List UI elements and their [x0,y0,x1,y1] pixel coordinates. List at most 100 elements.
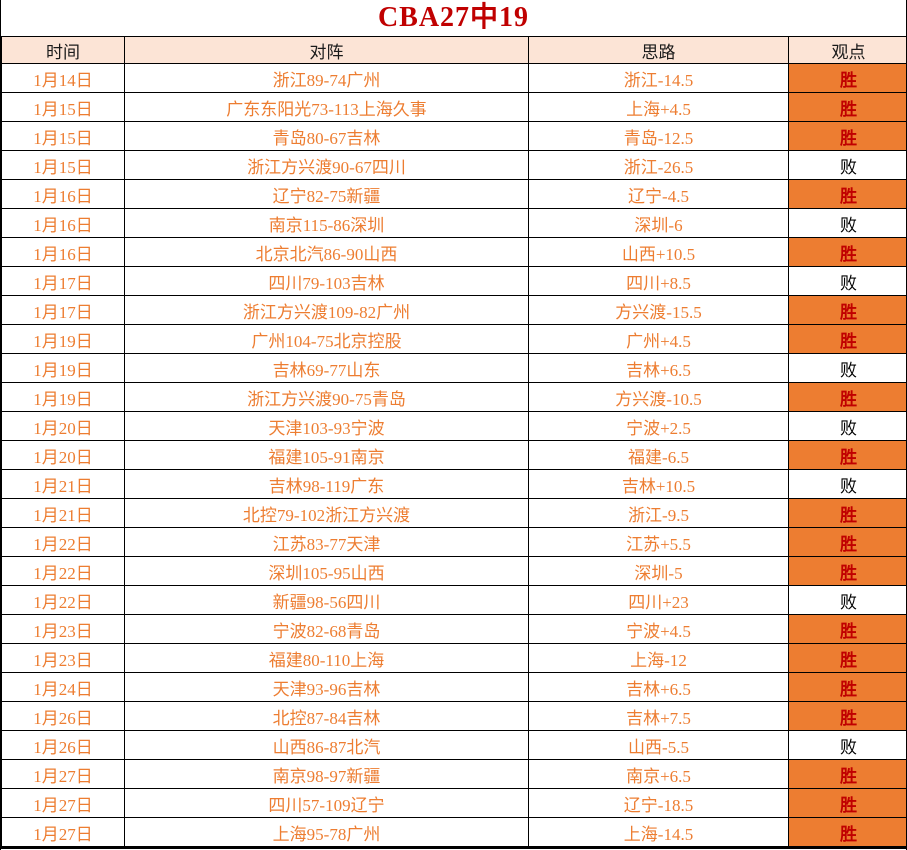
idea-cell: 吉林+10.5 [528,469,789,499]
idea-cell: 山西-5.5 [528,730,789,760]
table-row: 1月21日 吉林98-119广东 吉林+10.5 败 [1,469,906,499]
result-cell: 败 [788,353,906,383]
date-cell: 1月17日 [1,295,125,325]
result-cell: 胜 [788,556,906,586]
date-cell: 1月22日 [1,585,125,615]
table-row: 1月16日 辽宁82-75新疆 辽宁-4.5 胜 [1,179,906,209]
result-cell: 胜 [788,324,906,354]
idea-cell: 南京+6.5 [528,759,789,789]
result-cell: 胜 [788,440,906,470]
date-cell: 1月27日 [1,817,125,847]
page-title: CBA27中19 [1,0,906,36]
idea-cell: 吉林+6.5 [528,672,789,702]
idea-cell: 上海+4.5 [528,92,789,122]
match-cell: 南京98-97新疆 [124,759,529,789]
table-row: 1月20日 福建105-91南京 福建-6.5 胜 [1,440,906,470]
match-cell: 天津103-93宁波 [124,411,529,441]
result-cell: 胜 [788,382,906,412]
table-row: 1月27日 南京98-97新疆 南京+6.5 胜 [1,759,906,789]
column-header-result: 观点 [788,36,906,64]
idea-cell: 四川+23 [528,585,789,615]
idea-cell: 吉林+6.5 [528,353,789,383]
idea-cell: 江苏+5.5 [528,527,789,557]
result-cell: 胜 [788,295,906,325]
table-row: 1月16日 北京北汽86-90山西 山西+10.5 胜 [1,237,906,267]
table-row: 1月23日 福建80-110上海 上海-12 胜 [1,643,906,673]
result-cell: 胜 [788,92,906,122]
result-cell: 胜 [788,63,906,93]
date-cell: 1月24日 [1,672,125,702]
table-row: 1月23日 宁波82-68青岛 宁波+4.5 胜 [1,614,906,644]
date-cell: 1月20日 [1,440,125,470]
idea-cell: 福建-6.5 [528,440,789,470]
match-cell: 上海95-78广州 [124,817,529,847]
result-cell: 败 [788,266,906,296]
table-row: 1月24日 天津93-96吉林 吉林+6.5 胜 [1,672,906,702]
match-cell: 天津93-96吉林 [124,672,529,702]
date-cell: 1月22日 [1,556,125,586]
table-row: 1月22日 新疆98-56四川 四川+23 败 [1,585,906,615]
date-cell: 1月19日 [1,324,125,354]
table-row: 1月20日 天津103-93宁波 宁波+2.5 败 [1,411,906,441]
date-cell: 1月15日 [1,92,125,122]
table-row: 1月15日 广东东阳光73-113上海久事 上海+4.5 胜 [1,92,906,122]
table-row: 1月22日 深圳105-95山西 深圳-5 胜 [1,556,906,586]
result-cell: 胜 [788,121,906,151]
result-cell: 败 [788,585,906,615]
date-cell: 1月26日 [1,701,125,731]
date-cell: 1月16日 [1,179,125,209]
match-cell: 南京115-86深圳 [124,208,529,238]
table-row: 1月17日 浙江方兴渡109-82广州 方兴渡-15.5 胜 [1,295,906,325]
idea-cell: 辽宁-18.5 [528,788,789,818]
date-cell: 1月27日 [1,788,125,818]
match-cell: 青岛80-67吉林 [124,121,529,151]
table-row: 1月26日 北控87-84吉林 吉林+7.5 胜 [1,701,906,731]
table-bottom-border [1,847,906,849]
idea-cell: 深圳-5 [528,556,789,586]
result-cell: 胜 [788,701,906,731]
date-cell: 1月20日 [1,411,125,441]
table-row: 1月17日 四川79-103吉林 四川+8.5 败 [1,266,906,296]
table-row: 1月19日 吉林69-77山东 吉林+6.5 败 [1,353,906,383]
date-cell: 1月23日 [1,643,125,673]
match-cell: 福建80-110上海 [124,643,529,673]
result-cell: 胜 [788,237,906,267]
result-cell: 胜 [788,788,906,818]
match-cell: 广州104-75北京控股 [124,324,529,354]
date-cell: 1月16日 [1,208,125,238]
match-cell: 浙江方兴渡109-82广州 [124,295,529,325]
header-row: 时间 对阵 思路 观点 [1,36,906,64]
result-cell: 胜 [788,817,906,847]
idea-cell: 四川+8.5 [528,266,789,296]
match-cell: 四川57-109辽宁 [124,788,529,818]
idea-cell: 方兴渡-15.5 [528,295,789,325]
table-row: 1月27日 四川57-109辽宁 辽宁-18.5 胜 [1,788,906,818]
match-cell: 北控79-102浙江方兴渡 [124,498,529,528]
table-row: 1月27日 上海95-78广州 上海-14.5 胜 [1,817,906,847]
table-row: 1月15日 浙江方兴渡90-67四川 浙江-26.5 败 [1,150,906,180]
results-body: 1月14日 浙江89-74广州 浙江-14.5 胜 1月15日 广东东阳光73-113上海… [1,63,906,847]
result-cell: 胜 [788,672,906,702]
result-cell: 败 [788,469,906,499]
result-cell: 胜 [788,179,906,209]
idea-cell: 上海-12 [528,643,789,673]
table-row: 1月15日 青岛80-67吉林 青岛-12.5 胜 [1,121,906,151]
idea-cell: 山西+10.5 [528,237,789,267]
table-row: 1月21日 北控79-102浙江方兴渡 浙江-9.5 胜 [1,498,906,528]
result-cell: 胜 [788,614,906,644]
idea-cell: 方兴渡-10.5 [528,382,789,412]
date-cell: 1月19日 [1,382,125,412]
idea-cell: 深圳-6 [528,208,789,238]
idea-cell: 上海-14.5 [528,817,789,847]
table-row: 1月26日 山西86-87北汽 山西-5.5 败 [1,730,906,760]
match-cell: 四川79-103吉林 [124,266,529,296]
table-row: 1月22日 江苏83-77天津 江苏+5.5 胜 [1,527,906,557]
result-cell: 胜 [788,643,906,673]
match-cell: 浙江方兴渡90-67四川 [124,150,529,180]
idea-cell: 浙江-9.5 [528,498,789,528]
match-cell: 新疆98-56四川 [124,585,529,615]
date-cell: 1月27日 [1,759,125,789]
match-cell: 宁波82-68青岛 [124,614,529,644]
idea-cell: 辽宁-4.5 [528,179,789,209]
date-cell: 1月19日 [1,353,125,383]
